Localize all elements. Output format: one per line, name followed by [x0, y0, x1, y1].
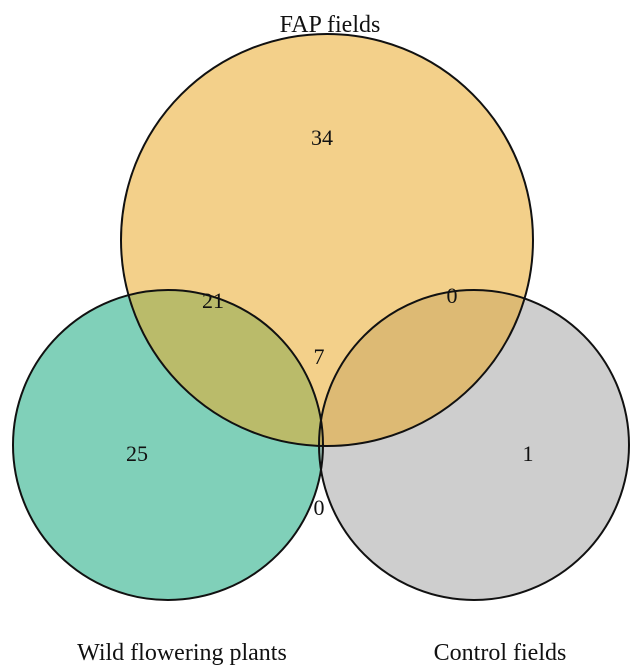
outline-fap-fields	[120, 33, 534, 447]
count-wild-control: 0	[314, 495, 325, 520]
label-wild-flowering-plants: Wild flowering plants	[77, 640, 287, 666]
label-control-fields: Control fields	[434, 640, 567, 666]
count-all-three: 7	[314, 344, 325, 369]
count-fap-control: 0	[447, 283, 458, 308]
circle-fap-fields	[121, 34, 533, 446]
count-fap-only: 34	[311, 125, 333, 150]
count-wild-only: 25	[126, 441, 148, 466]
count-control-only: 1	[523, 441, 534, 466]
count-fap-wild: 21	[202, 288, 224, 313]
label-fap-fields: FAP fields	[280, 12, 381, 38]
